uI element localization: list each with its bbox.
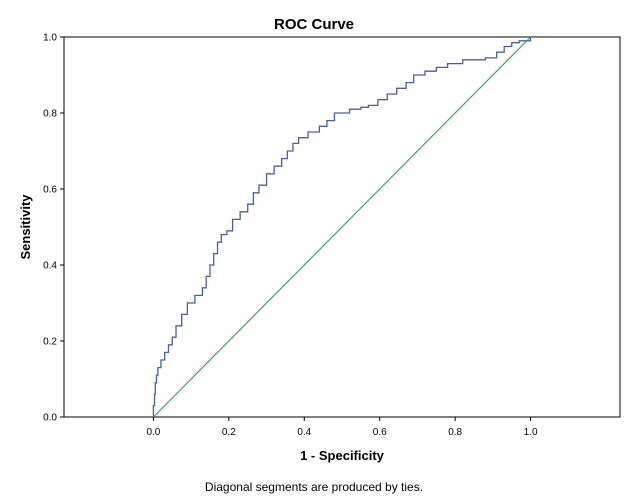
roc-curve-line [152,37,532,417]
y-axis-title: Sensitivity [18,194,33,260]
x-tick-label: 0.4 [297,427,311,438]
y-tick-label: 0.8 [43,109,57,120]
y-tick-label: 0.0 [43,413,57,424]
x-tick-label: 0.0 [146,427,160,438]
x-tick-label: 1.0 [524,427,538,438]
footnote: Diagonal segments are produced by ties. [205,480,423,494]
y-tick-label: 0.2 [43,337,57,348]
x-tick-label: 0.6 [373,427,387,438]
x-tick-label: 0.2 [222,427,236,438]
y-tick-label: 1.0 [43,33,57,44]
reference-diagonal-line [152,36,532,418]
x-axis: 0.0 0.2 0.4 0.6 0.8 1.0 [146,417,538,438]
y-tick-label: 0.6 [43,185,57,196]
series-layer [152,36,532,418]
x-tick-label: 0.8 [448,427,462,438]
x-axis-title: 1 - Specificity [300,448,385,463]
y-axis: 0.0 0.2 0.4 0.6 0.8 1.0 [43,33,64,424]
chart-title: ROC Curve [274,16,354,33]
y-tick-label: 0.4 [43,261,57,272]
